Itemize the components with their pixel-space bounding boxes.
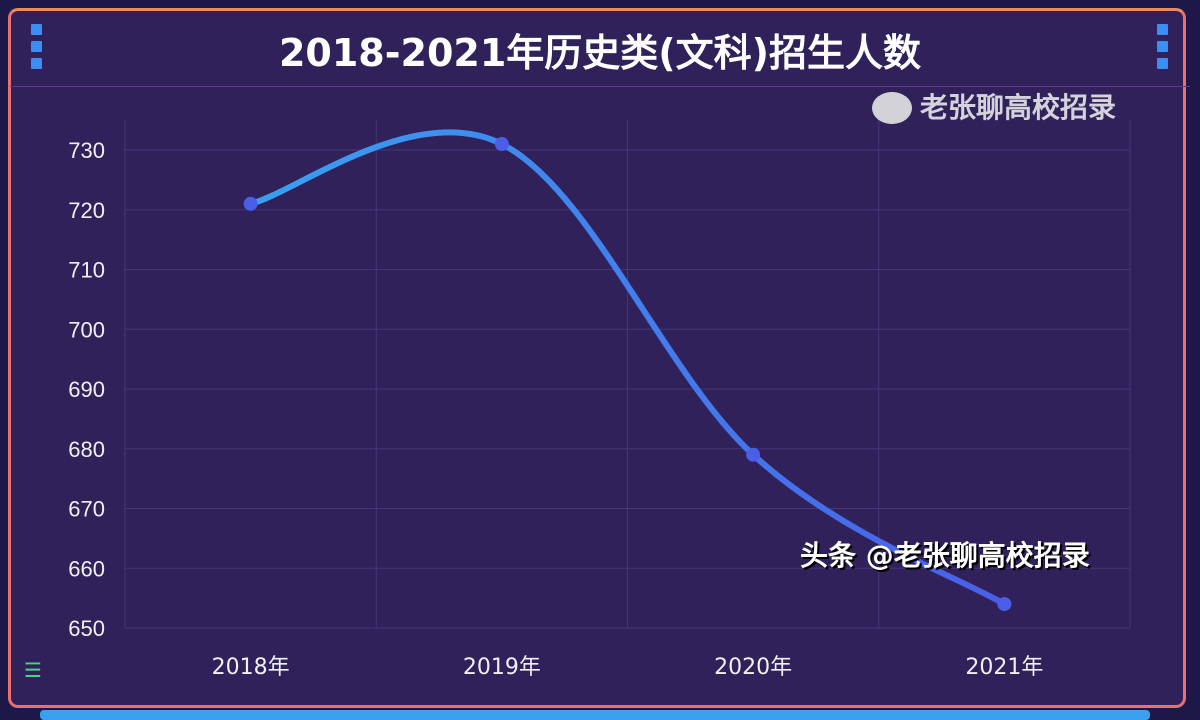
title-divider xyxy=(10,86,1190,87)
data-point xyxy=(494,137,509,152)
y-tick-label: 720 xyxy=(68,198,105,223)
y-tick-label: 700 xyxy=(68,317,105,342)
wechat-icon xyxy=(872,92,912,124)
y-tick-label: 680 xyxy=(68,437,105,462)
vertical-dots-icon[interactable] xyxy=(1157,24,1169,75)
series-line xyxy=(247,129,1008,608)
y-tick-label: 670 xyxy=(68,497,105,522)
data-point xyxy=(746,447,761,462)
chart-title: 2018-2021年历史类(文科)招生人数 xyxy=(278,31,922,75)
x-tick-label: 2020年 xyxy=(714,655,792,680)
chart-panel xyxy=(8,8,1186,708)
y-tick-label: 690 xyxy=(68,377,105,402)
menu-icon[interactable]: ☰ xyxy=(24,658,42,682)
watermark-handle: 头条 @老张聊高校招录 xyxy=(800,539,1090,572)
x-tick-label: 2018年 xyxy=(212,655,290,680)
vertical-dots-icon[interactable] xyxy=(31,24,43,75)
watermark-name: 老张聊高校招录 xyxy=(920,91,1117,124)
y-tick-label: 730 xyxy=(68,138,105,163)
x-tick-label: 2021年 xyxy=(965,655,1043,680)
bottom-accent-bar xyxy=(40,710,1150,720)
y-tick-label: 660 xyxy=(68,556,105,581)
data-point xyxy=(997,597,1012,612)
y-tick-label: 710 xyxy=(68,258,105,283)
x-tick-label: 2019年 xyxy=(463,655,541,680)
data-point xyxy=(243,196,258,211)
y-tick-label: 650 xyxy=(68,616,105,641)
